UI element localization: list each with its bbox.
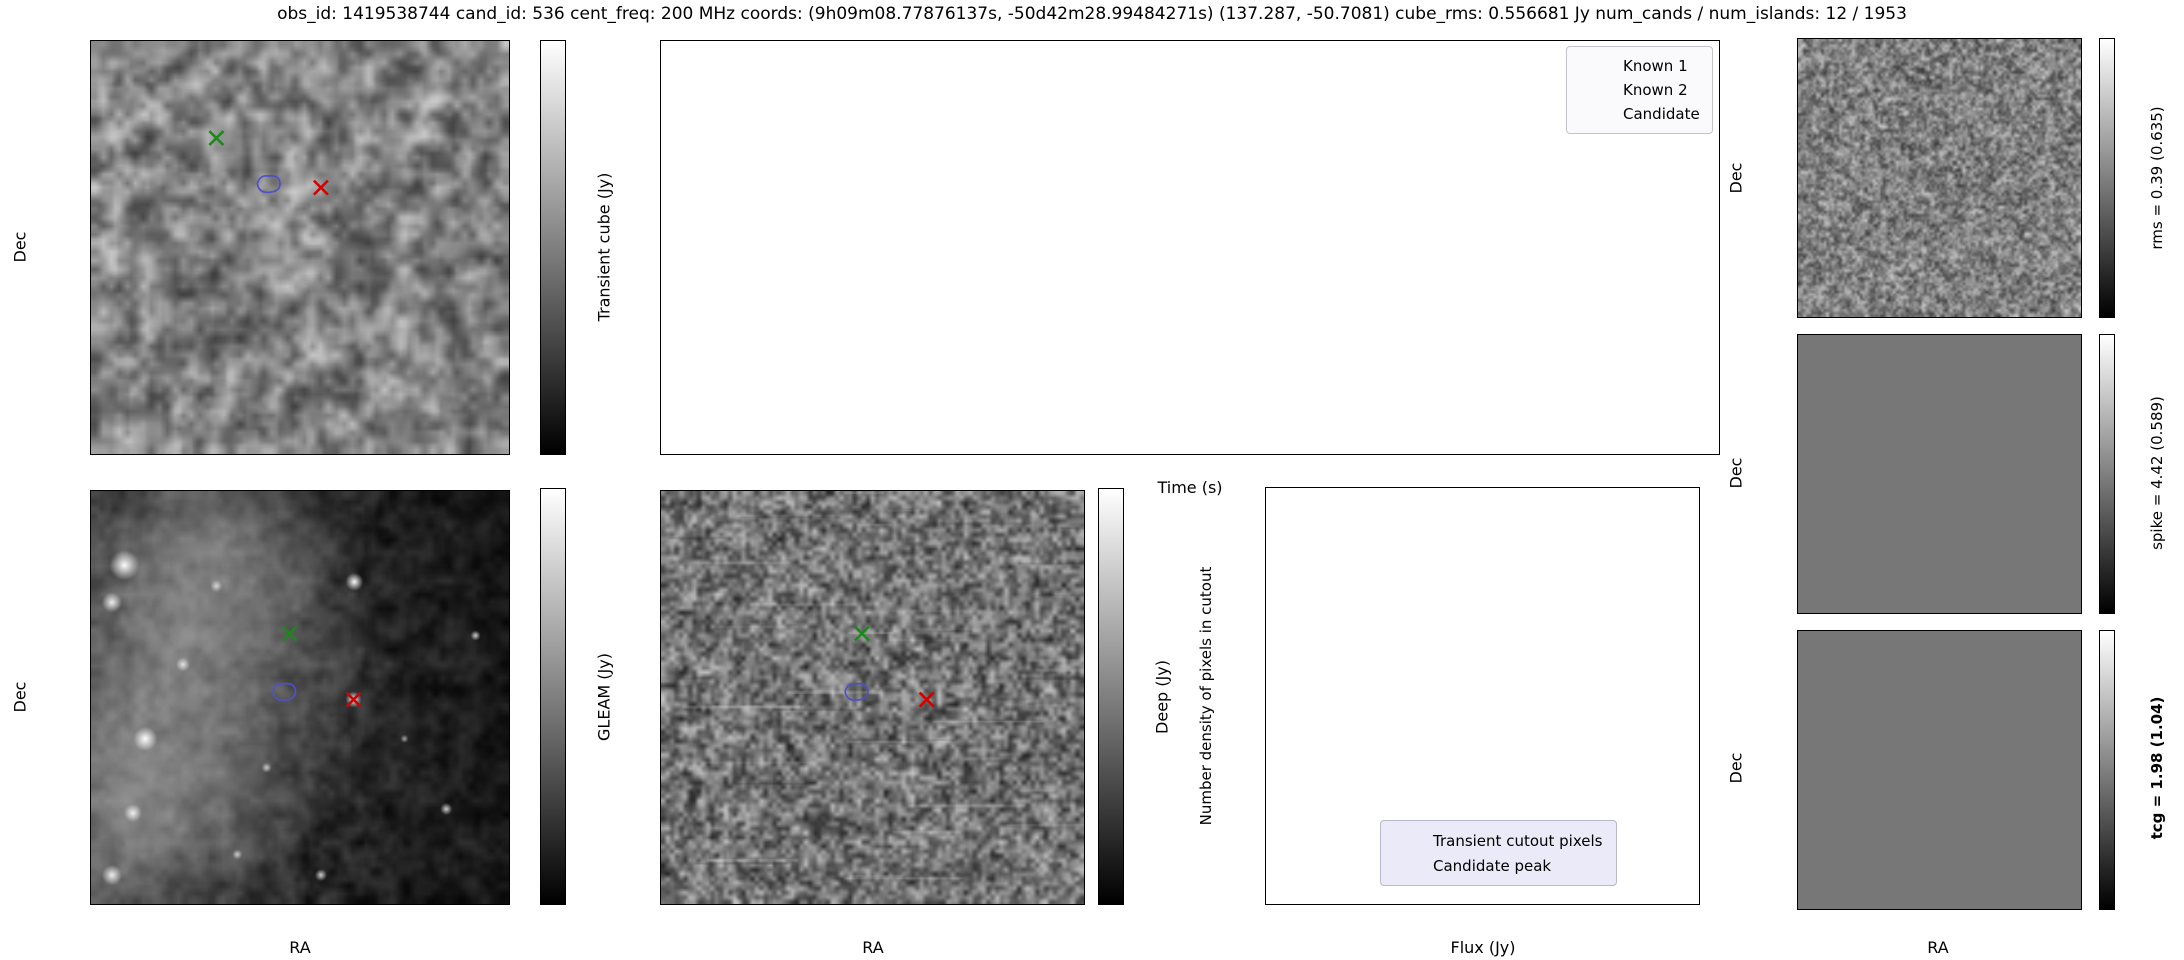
rms-image [1798, 39, 2081, 317]
gleam-panel [90, 490, 510, 905]
candidate-island-contour [844, 682, 869, 702]
tcg-panel [1797, 630, 2082, 910]
colorbar-label-spike: spike = 4.42 (0.589) [2148, 396, 2166, 550]
dec-axis-label-rms: Dec [1726, 162, 1746, 194]
colorbar-label-deep: Deep (Jy) [1152, 660, 1172, 734]
transient-markers-overlay [208, 130, 329, 196]
ra-axis-label-gleam: RA [289, 938, 311, 957]
gleam-markers-overlay [272, 625, 362, 708]
figure-title: obs_id: 1419538744 cand_id: 536 cent_fre… [277, 4, 1907, 24]
legend-entry-cutout-pixels: Transient cutout pixels [1391, 828, 1602, 853]
deep-panel [660, 490, 1085, 905]
legend-label-cutout-pixels: Transient cutout pixels [1433, 831, 1603, 850]
deep-image [661, 491, 1084, 904]
known-source-x-marker [281, 625, 298, 642]
gleam-image [91, 491, 509, 904]
colorbar-label-gleam: GLEAM (Jy) [594, 653, 614, 741]
known-source-x-marker [854, 625, 870, 642]
reference-x-marker [312, 179, 329, 196]
lightcurve-legend: Known 1 Known 2 Candidate [1566, 46, 1713, 134]
rms-panel [1797, 38, 2082, 318]
reference-x-marker [918, 691, 935, 708]
legend-label-known1: Known 1 [1623, 57, 1688, 75]
lightcurve-panel [660, 40, 1720, 455]
gleam-colorbar [540, 488, 566, 905]
candidate-island-contour [272, 682, 297, 702]
deep-markers-overlay [844, 625, 935, 708]
legend-label-candidate: Candidate [1623, 105, 1700, 123]
legend-entry-candidate: Candidate [1577, 102, 1700, 126]
time-axis-label: Time (s) [1157, 478, 1223, 497]
candidate-island-contour [256, 174, 281, 194]
dec-axis-label-tcg: Dec [1726, 752, 1746, 784]
dec-axis-label-spike: Dec [1726, 457, 1746, 489]
tcg-colorbar [2099, 630, 2115, 910]
colorbar-label-tcg: tcg = 1.98 (1.04) [2148, 696, 2166, 840]
colorbar-label-transient: Transient cube (Jy) [594, 172, 614, 322]
colorbar-label-rms: rms = 0.39 (0.635) [2148, 106, 2166, 250]
ra-axis-label-tcg-panel: RA [1927, 938, 1949, 957]
legend-entry-candidate-peak: Candidate peak [1391, 853, 1602, 878]
transient-colorbar [540, 40, 566, 455]
rms-colorbar [2099, 38, 2115, 318]
known-source-x-marker [208, 130, 225, 146]
spike-colorbar [2099, 334, 2115, 614]
legend-label-candidate-peak: Candidate peak [1433, 856, 1552, 875]
dec-axis-label-transient: Dec [10, 231, 30, 263]
dec-axis-label-gleam: Dec [10, 681, 30, 713]
histogram-legend: Transient cutout pixels Candidate peak [1380, 820, 1618, 886]
ra-axis-label-deep: RA [862, 938, 884, 957]
legend-entry-known2: Known 2 [1577, 78, 1700, 102]
transient-cube-panel [90, 40, 510, 455]
deep-colorbar [1098, 488, 1124, 905]
legend-label-known2: Known 2 [1623, 81, 1688, 99]
transient-cube-image [91, 41, 509, 454]
histogram-y-axis-label: Number density of pixels in cutout [1197, 566, 1215, 826]
reference-x-marker [345, 691, 362, 708]
legend-entry-known1: Known 1 [1577, 54, 1700, 78]
flux-axis-label: Flux (Jy) [1450, 938, 1516, 957]
spike-panel [1797, 334, 2082, 614]
